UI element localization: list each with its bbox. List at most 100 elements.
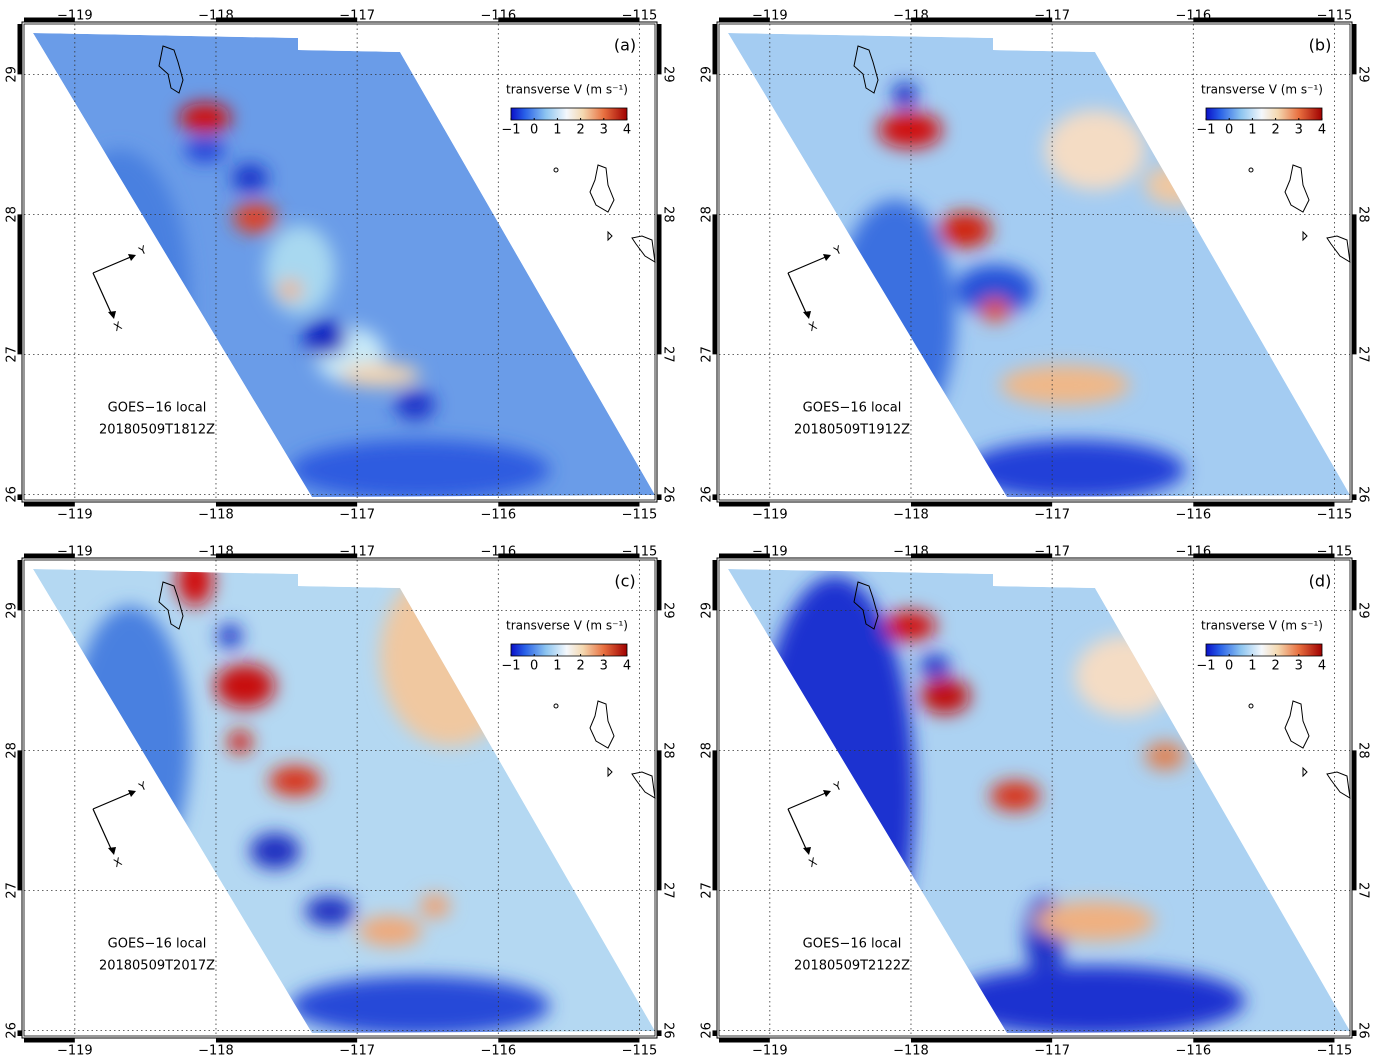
lat-tick-label: 26 xyxy=(5,1022,20,1039)
lon-tick-label: −115 xyxy=(1317,508,1353,523)
lat-tick-label: 29 xyxy=(700,602,715,619)
lat-tick-label: 27 xyxy=(1356,346,1371,363)
lon-tick-label: −117 xyxy=(339,508,375,523)
panel-label: (b) xyxy=(1309,36,1332,55)
colorbar-tick-label: 3 xyxy=(1295,123,1303,138)
map-panel: −119−119−118−118−117−117−116−116−115−115… xyxy=(5,9,676,523)
colorbar xyxy=(1205,643,1323,657)
coastline xyxy=(1326,771,1351,799)
lon-tick-label: −119 xyxy=(752,508,788,523)
lat-tick-label: 28 xyxy=(1356,206,1371,223)
colorbar-tick-label: 1 xyxy=(553,123,561,138)
field-feature xyxy=(1045,110,1145,190)
source-label: GOES−16 local xyxy=(803,401,902,416)
lat-tick-label: 28 xyxy=(661,742,676,759)
field-feature xyxy=(878,112,942,148)
colorbar-tick-label: 4 xyxy=(1318,123,1326,138)
colorbar-title: transverse V (m s⁻¹) xyxy=(506,619,628,633)
colorbar-tick-label: 4 xyxy=(623,659,631,674)
source-label: GOES−16 local xyxy=(803,937,902,952)
colorbar-tick-label: 2 xyxy=(1271,659,1279,674)
lat-tick-label: 28 xyxy=(661,206,676,223)
axis-arrow xyxy=(787,791,829,810)
lat-tick-label: 29 xyxy=(5,602,20,619)
source-label: GOES−16 local xyxy=(108,937,207,952)
source-label: GOES−16 local xyxy=(108,401,207,416)
lat-tick-label: 28 xyxy=(700,742,715,759)
lon-tick-label: −116 xyxy=(480,1044,516,1059)
lon-tick-label: −115 xyxy=(622,508,658,523)
lat-tick-label: 28 xyxy=(700,206,715,223)
colorbar-tick-label: −1 xyxy=(1196,123,1215,138)
colorbar xyxy=(1205,107,1323,121)
colorbar-tick-label: 2 xyxy=(576,123,584,138)
lat-tick-label: 26 xyxy=(1356,486,1371,503)
coastline xyxy=(853,45,879,94)
lat-tick-label: 29 xyxy=(700,66,715,83)
field-feature xyxy=(290,440,550,497)
lon-tick-label: −115 xyxy=(1317,1044,1353,1059)
field-feature xyxy=(420,894,450,918)
lat-tick-label: 29 xyxy=(1356,66,1371,83)
colorbar-tick-label: −1 xyxy=(501,123,520,138)
field-feature xyxy=(395,390,435,420)
lon-tick-label: −119 xyxy=(57,508,93,523)
axis-arrow xyxy=(92,272,113,316)
field-feature xyxy=(265,225,335,315)
lat-tick-label: 26 xyxy=(661,1022,676,1039)
axis-letter: X xyxy=(112,319,125,334)
lat-tick-label: 26 xyxy=(1356,1022,1371,1039)
coastline xyxy=(1248,167,1254,173)
field-feature xyxy=(228,730,252,754)
lat-tick-label: 27 xyxy=(700,882,715,899)
panel-label: (c) xyxy=(614,572,635,591)
time-label: 20180509T1812Z xyxy=(99,423,215,438)
coastline xyxy=(553,703,559,709)
lat-tick-label: 29 xyxy=(661,602,676,619)
field-feature xyxy=(884,611,936,641)
colorbar-tick-label: 1 xyxy=(1248,123,1256,138)
coastline xyxy=(1302,766,1308,778)
field-feature xyxy=(233,203,277,233)
lat-tick-label: 27 xyxy=(700,346,715,363)
axis-arrow xyxy=(92,808,113,852)
axis-arrow xyxy=(787,255,829,274)
lat-tick-label: 26 xyxy=(700,1022,715,1039)
lat-tick-label: 26 xyxy=(5,486,20,503)
lon-tick-label: −118 xyxy=(198,1044,234,1059)
colorbar-title: transverse V (m s⁻¹) xyxy=(1201,619,1323,633)
map-panel: −119−119−118−118−117−117−116−116−115−115… xyxy=(5,545,676,1059)
field-feature xyxy=(232,164,268,192)
colorbar-tick-label: 4 xyxy=(1318,659,1326,674)
colorbar xyxy=(510,643,628,657)
coastline xyxy=(158,45,184,94)
colorbar-tick-label: 0 xyxy=(1225,659,1233,674)
colorbar-tick-label: −1 xyxy=(1196,659,1215,674)
coastline xyxy=(1284,164,1310,213)
axis-arrow xyxy=(92,255,134,274)
lon-tick-label: −117 xyxy=(1034,1044,1070,1059)
field-feature xyxy=(965,440,1185,497)
coastline xyxy=(1326,235,1351,263)
arrow-head xyxy=(803,311,811,319)
colorbar-title: transverse V (m s⁻¹) xyxy=(1201,83,1323,97)
colorbar-tick-label: 3 xyxy=(1295,659,1303,674)
axis-letter: X xyxy=(807,855,820,870)
colorbar-tick-label: 2 xyxy=(576,659,584,674)
panel-label: (d) xyxy=(1309,572,1332,591)
colorbar-tick-label: 0 xyxy=(530,659,538,674)
map-panel: −119−119−118−118−117−117−116−116−115−115… xyxy=(700,545,1371,1059)
map-panel: −119−119−118−118−117−117−116−116−115−115… xyxy=(700,9,1371,523)
field-feature xyxy=(1145,742,1185,770)
coastline xyxy=(589,700,615,749)
colorbar-tick-label: 4 xyxy=(623,123,631,138)
field-feature xyxy=(303,320,347,356)
lon-tick-label: −116 xyxy=(1175,508,1211,523)
arrow-head xyxy=(108,847,116,855)
time-label: 20180509T1912Z xyxy=(794,423,910,438)
field-feature xyxy=(340,363,420,387)
axis-arrow xyxy=(787,272,808,316)
arrow-head xyxy=(128,254,136,261)
time-label: 20180509T2122Z xyxy=(794,959,910,974)
